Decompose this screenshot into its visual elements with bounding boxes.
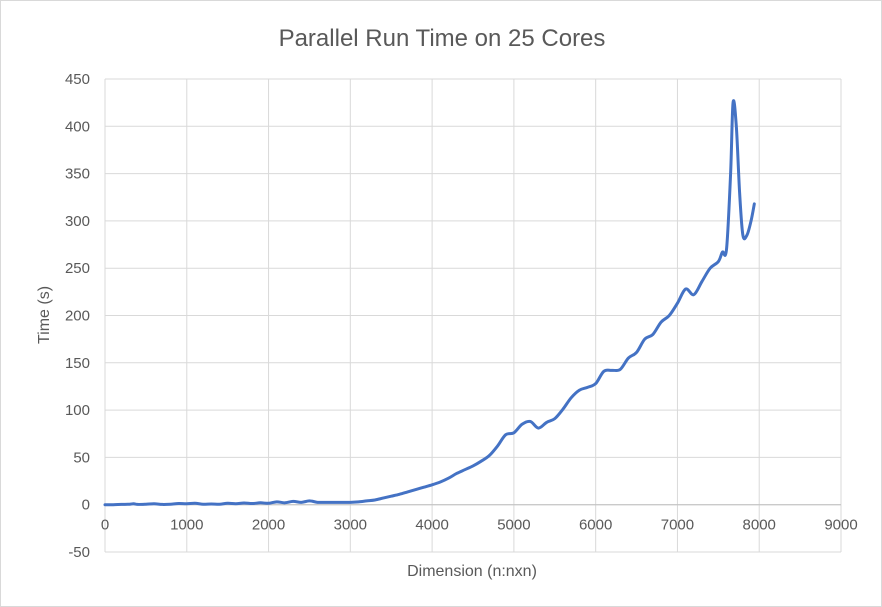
y-tick-label: 150 (65, 355, 90, 372)
x-tick-label: 8000 (743, 517, 776, 534)
x-tick-label: 5000 (497, 517, 530, 534)
y-tick-label: 350 (65, 166, 90, 183)
series-line (103, 99, 756, 507)
y-tick-label: 200 (65, 308, 90, 325)
x-tick-label: 6000 (579, 517, 612, 534)
series-layer (103, 99, 756, 507)
x-tick-label: 0 (101, 517, 109, 534)
y-axis-ticks: -50 0 50 100 150 200 250 300 350 400 450 (65, 71, 90, 561)
y-tick-label: 400 (65, 118, 90, 135)
y-axis-label: Time (s) (36, 286, 53, 344)
x-axis-label: Dimension (n:nxn) (407, 563, 537, 580)
x-axis-ticks: 0 1000 2000 3000 4000 5000 6000 7000 8000 9000 (101, 517, 858, 534)
x-tick-label: 3000 (334, 517, 367, 534)
x-tick-label: 4000 (415, 517, 448, 534)
x-tick-label: 9000 (824, 517, 857, 534)
y-tick-label: 100 (65, 402, 90, 419)
x-tick-label: 7000 (661, 517, 694, 534)
y-tick-label: -50 (68, 544, 90, 561)
x-tick-label: 2000 (252, 517, 285, 534)
gridlines (104, 78, 842, 553)
y-tick-label: 450 (65, 71, 90, 88)
x-tick-label: 1000 (170, 517, 203, 534)
chart-title: Parallel Run Time on 25 Cores (279, 25, 606, 52)
y-tick-label: 300 (65, 213, 90, 230)
y-tick-label: 250 (65, 260, 90, 277)
y-tick-label: 50 (73, 449, 90, 466)
y-tick-label: 0 (82, 497, 90, 514)
